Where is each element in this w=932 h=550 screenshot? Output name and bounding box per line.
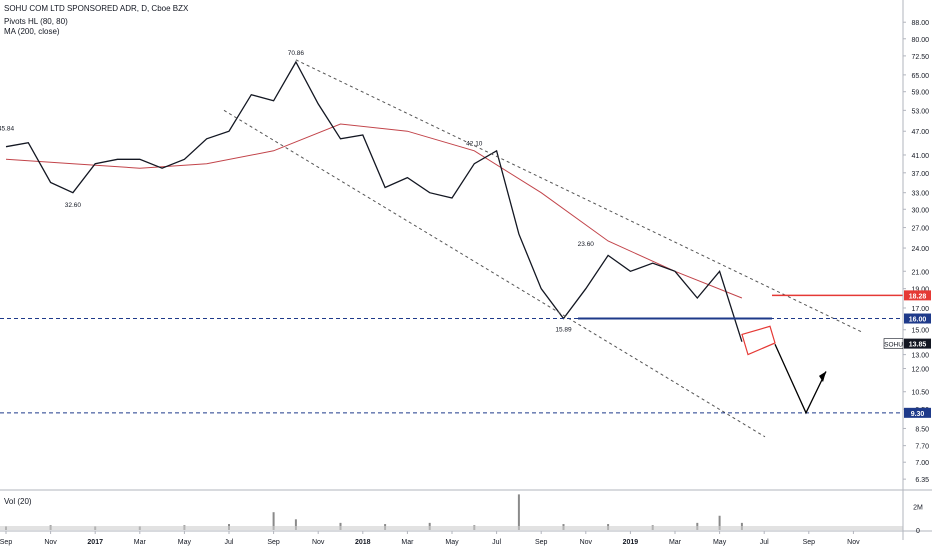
pivot-label: 70.86 — [288, 50, 305, 57]
price-line — [5, 60, 743, 342]
volume-bars — [0, 494, 903, 530]
indicator-ma-label[interactable]: MA (200, close) — [4, 27, 60, 36]
x-tick-label: Mar — [401, 539, 414, 546]
y-tick-label: 33.00 — [911, 191, 929, 198]
ticker-badge — [883, 338, 904, 349]
x-tick-label: Sep — [0, 539, 12, 546]
volume-bar — [272, 512, 275, 530]
x-tick-label: Nov — [312, 539, 325, 546]
volume-bar — [294, 519, 297, 530]
indicator-pivots-label[interactable]: Pivots HL (80, 80) — [4, 17, 68, 26]
x-tick-label: 2019 — [623, 539, 639, 546]
y-tick-label: 88.00 — [911, 20, 929, 27]
volume-base — [0, 526, 903, 530]
y-tick-label: 7.00 — [915, 460, 929, 467]
lower-channel-line — [223, 109, 766, 438]
y-tick-label: 19.00 — [911, 287, 929, 294]
x-tick-label: Nov — [847, 539, 860, 546]
x-tick-label: Nov — [580, 539, 593, 546]
x-tick-label: May — [178, 539, 192, 546]
x-tick-label: Sep — [267, 539, 280, 546]
ticker-badge-label: SOHU — [884, 342, 903, 349]
y-tick-label: 17.00 — [911, 306, 929, 313]
level-badge-label: 9.30 — [911, 411, 925, 418]
moving-average-line — [5, 123, 743, 299]
volume-indicator-label[interactable]: Vol (20) — [4, 497, 32, 506]
drawings: 45.84 32.60 70.86 42.10 23.60 15.89 — [0, 50, 903, 438]
pivot-label: 15.89 — [555, 327, 572, 334]
y-tick-label: 47.00 — [911, 129, 929, 136]
ma-200-line — [5, 123, 743, 299]
x-tick-label: Jul — [225, 539, 234, 546]
x-tick-label: Jul — [760, 539, 769, 546]
y-tick-label: 37.00 — [911, 171, 929, 178]
x-tick-label: Sep — [535, 539, 548, 546]
y-tick-label: 65.00 — [911, 73, 929, 80]
volume-tick-label: 0 — [916, 528, 920, 535]
pivot-label: 45.84 — [0, 126, 15, 133]
level-badge — [904, 290, 931, 301]
x-tick-label: May — [445, 539, 459, 546]
level-badge — [904, 407, 931, 418]
volume-bar — [517, 494, 520, 530]
volume-bar — [718, 515, 721, 530]
y-tick-label: 27.00 — [911, 226, 929, 233]
last-price-badge — [904, 338, 931, 349]
level-badge-label: 18.28 — [909, 293, 927, 300]
y-tick-label: 12.00 — [911, 367, 929, 374]
chart-title: SOHU COM LTD SPONSORED ADR, D, Cboe BZX — [4, 4, 189, 13]
y-tick-label: 13.00 — [911, 353, 929, 360]
upper-channel-line — [295, 59, 863, 333]
x-tick-label: 2018 — [355, 539, 371, 546]
pivot-label: 23.60 — [578, 241, 595, 248]
projection-arrow — [774, 343, 827, 415]
y-tick-label: 8.50 — [915, 426, 929, 433]
y-tick-label: 6.35 — [915, 477, 929, 484]
y-tick-label: 21.00 — [911, 269, 929, 276]
axis-labels: 88.00 80.00 72.50 65.00 59.00 53.00 47.00 41.00… — [0, 20, 931, 546]
y-tick-label: 15.00 — [911, 328, 929, 335]
last-price-label: 13.85 — [909, 342, 927, 349]
pivot-label: 42.10 — [466, 140, 483, 147]
y-tick-label: 30.00 — [911, 207, 929, 214]
projection-arrow-head — [819, 371, 826, 383]
x-tick-label: Mar — [134, 539, 147, 546]
y-tick-label: 10.50 — [911, 390, 929, 397]
x-tick-label: May — [713, 539, 727, 546]
x-tick-label: Jul — [492, 539, 501, 546]
y-tick-label: 72.50 — [911, 54, 929, 61]
pivot-label: 32.60 — [65, 202, 82, 209]
x-tick-label: Sep — [803, 539, 816, 546]
y-tick-label: 59.00 — [911, 90, 929, 97]
y-tick-label: 41.00 — [911, 153, 929, 160]
level-badge-label: 16.00 — [909, 317, 927, 324]
x-tick-label: Nov — [44, 539, 57, 546]
y-tick-label: 80.00 — [911, 37, 929, 44]
level-badge — [904, 313, 931, 324]
y-tick-label: 53.00 — [911, 108, 929, 115]
x-tick-label: 2017 — [87, 539, 103, 546]
x-tick-label: Mar — [669, 539, 682, 546]
volume-tick-label: 2M — [913, 504, 923, 511]
flag-pattern — [741, 325, 776, 356]
price-series-line — [5, 60, 743, 342]
y-tick-label: 7.70 — [915, 444, 929, 451]
y-tick-label: 24.00 — [911, 246, 929, 253]
